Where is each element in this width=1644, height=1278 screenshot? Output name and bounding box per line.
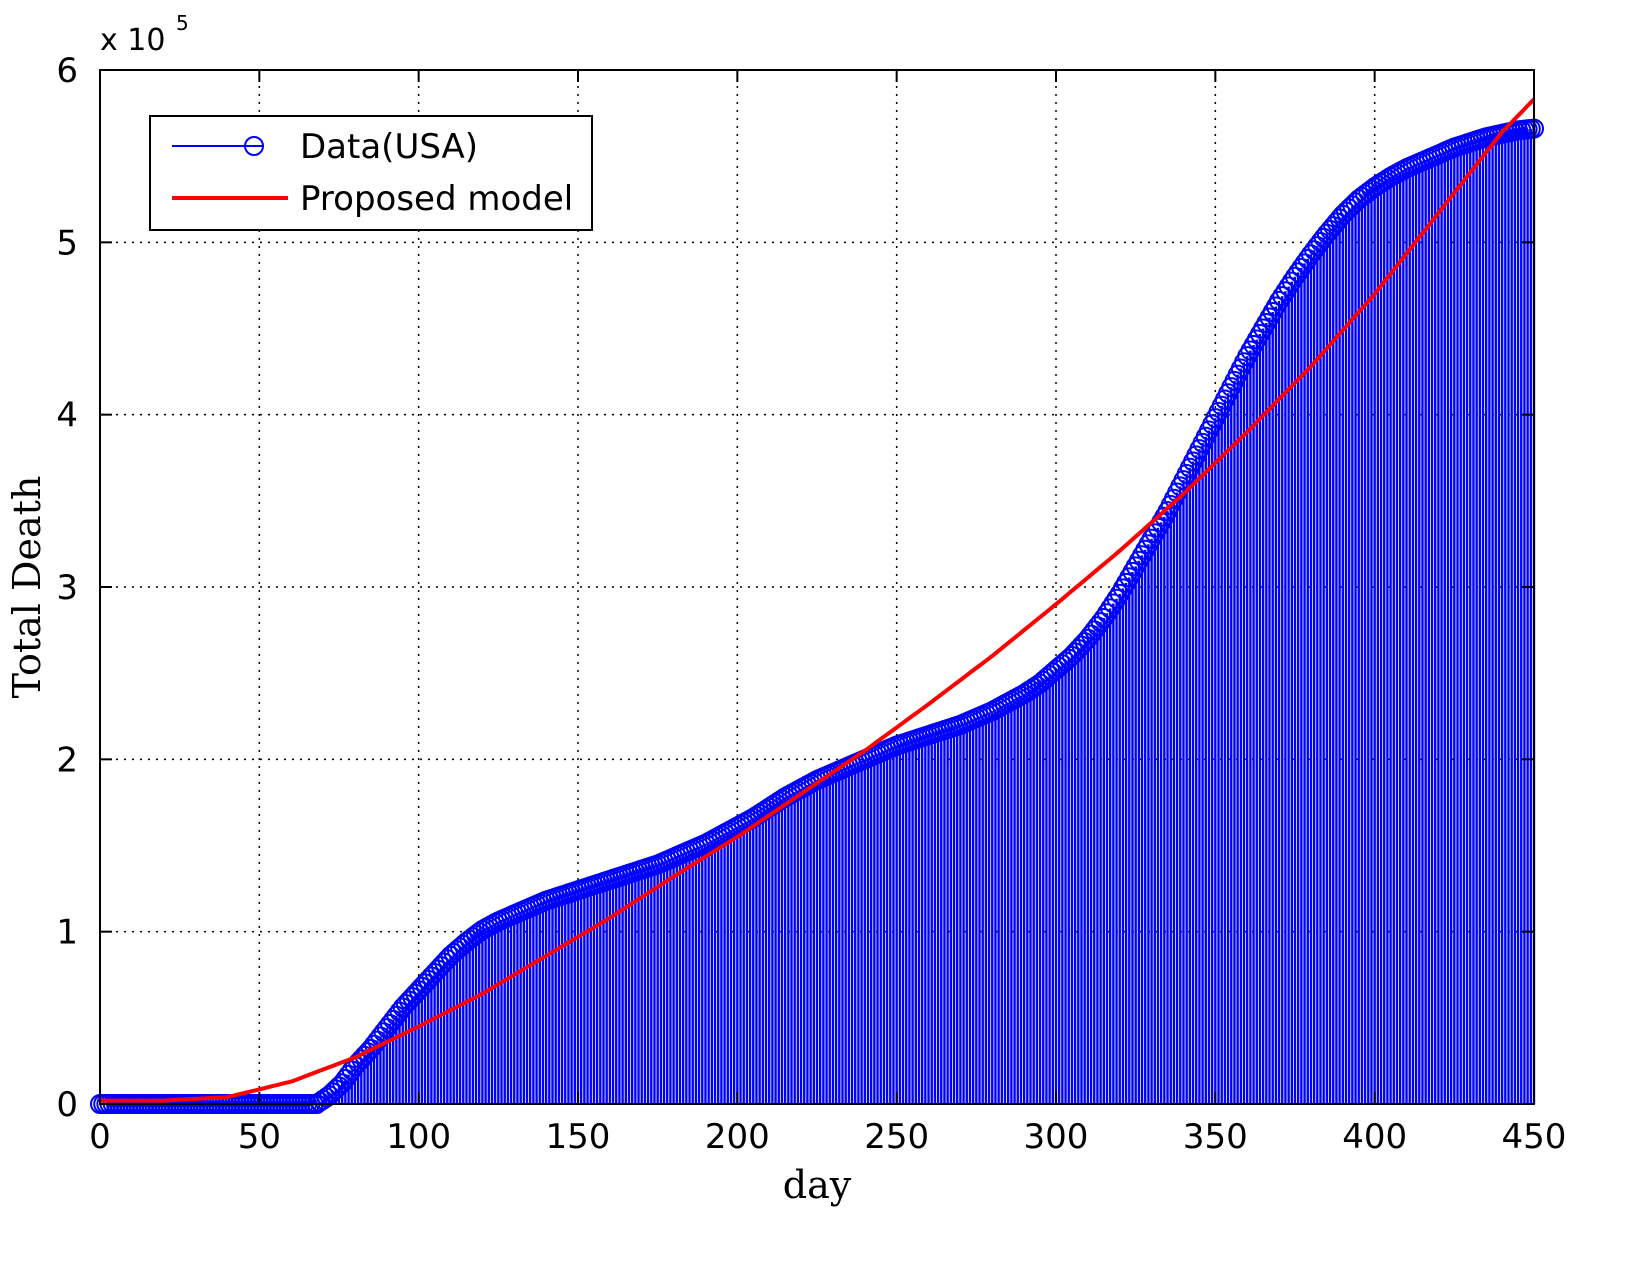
x-axis-label: day xyxy=(783,1163,852,1207)
y-tick-label: 4 xyxy=(56,396,78,436)
y-tick-label: 5 xyxy=(56,223,78,263)
model-series xyxy=(100,97,1536,1103)
legend-label-data: Data(USA) xyxy=(300,127,478,167)
x-tick-label: 250 xyxy=(864,1117,929,1157)
x-tick-label: 100 xyxy=(386,1117,451,1157)
y-tick-label: 3 xyxy=(56,568,78,608)
x-tick-label: 450 xyxy=(1502,1117,1567,1157)
y-multiplier-exponent: 5 xyxy=(176,11,189,35)
x-tick-label: 350 xyxy=(1183,1117,1248,1157)
x-tick-label: 0 xyxy=(89,1117,111,1157)
data-series-usa xyxy=(90,118,1544,1114)
x-tick-label: 300 xyxy=(1024,1117,1089,1157)
y-multiplier-label: x 10 xyxy=(100,23,165,58)
y-tick-label: 6 xyxy=(56,51,78,91)
y-axis-label: Total Death xyxy=(5,476,49,699)
legend-marker-data xyxy=(244,136,264,156)
legend-box xyxy=(149,115,593,231)
y-tick-label: 0 xyxy=(56,1085,78,1125)
legend: Data(USA) Proposed model xyxy=(149,115,593,231)
y-tick-label: 2 xyxy=(56,740,78,780)
x-tick-label: 200 xyxy=(705,1117,770,1157)
x-tick-label: 50 xyxy=(238,1117,281,1157)
model-line xyxy=(100,97,1536,1103)
x-tick-label: 150 xyxy=(546,1117,611,1157)
x-tick-label: 400 xyxy=(1342,1117,1407,1157)
y-tick-label: 1 xyxy=(56,913,78,953)
axis-ticks: 0 50 100 150 200 250 300 350 400 450 0 1 2 3 4 5 6 xyxy=(56,51,1566,1157)
legend-label-model: Proposed model xyxy=(300,179,573,219)
